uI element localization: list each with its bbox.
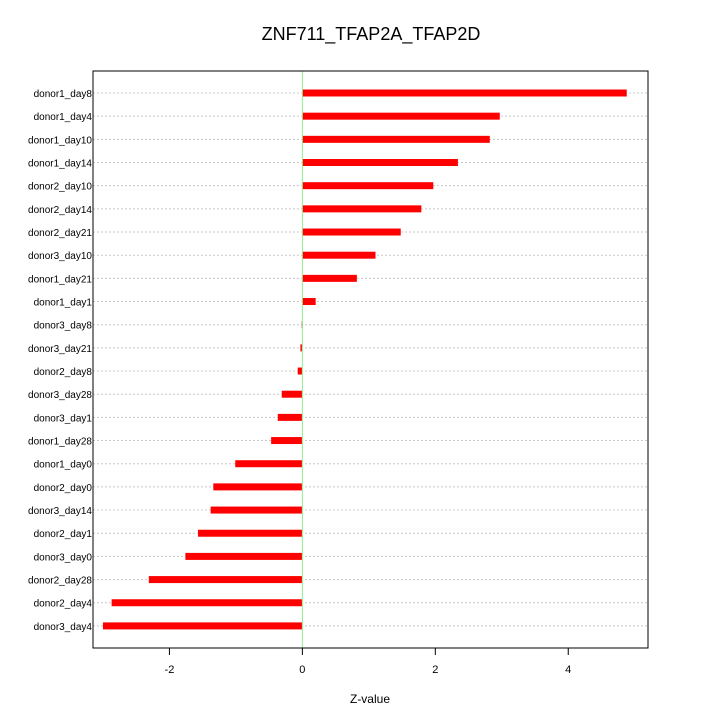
bar [281,390,303,398]
x-axis: -2 0 2 4 [165,647,571,676]
category-label: donor1_day10 [28,135,92,146]
x-tick-label: 0 [299,664,305,676]
bar [302,112,500,120]
category-label: donor3_day14 [28,506,92,517]
bar [271,437,303,445]
category-label: donor1_day4 [34,112,93,123]
category-label: donor3_day8 [34,321,93,332]
category-label: donor2_day0 [34,483,93,494]
category-label: donor1_day21 [28,274,92,285]
category-label: donor3_day0 [34,552,93,563]
bar [302,135,490,143]
x-axis-label: Z-value [350,692,390,706]
category-label: donor3_day28 [28,390,92,401]
x-tick-label: 4 [565,664,571,676]
bar [213,483,303,491]
bar [277,413,303,421]
bar [302,274,357,282]
bar [185,552,303,560]
category-label: donor1_day0 [34,460,93,471]
bar [302,205,422,213]
bar [302,89,627,97]
bar [235,460,303,468]
chart-title: ZNF711_TFAP2A_TFAP2D [262,24,481,45]
category-label: donor3_day21 [28,344,92,355]
bar [302,182,434,190]
bar [102,622,303,630]
category-label: donor2_day1 [34,529,93,540]
bar [198,529,303,537]
bars [102,89,627,630]
category-label: donor2_day10 [28,182,92,193]
bar [297,367,303,375]
x-tick-label: -2 [165,664,175,676]
category-label: donor1_day8 [34,89,93,100]
bar [300,344,303,352]
category-label: donor2_day8 [34,367,93,378]
category-label: donor1_day28 [28,437,92,448]
bar [111,599,303,607]
bar [302,159,458,167]
bar [302,251,376,259]
x-tick-label: 2 [432,664,438,676]
category-label: donor2_day21 [28,228,92,239]
category-label: donor1_day1 [34,298,93,309]
category-label: donor3_day10 [28,251,92,262]
bar [302,228,401,236]
category-label: donor2_day14 [28,205,92,216]
category-label: donor2_day28 [28,576,92,587]
category-label: donor2_day4 [34,599,93,610]
category-label: donor1_day14 [28,159,92,170]
bar [210,506,303,514]
category-label: donor3_day4 [34,622,93,633]
category-labels: donor1_day8 donor1_day4 donor1_day10 donor1… [28,89,92,633]
bar [302,298,316,306]
category-label: donor3_day1 [34,413,93,424]
bar [148,576,303,584]
